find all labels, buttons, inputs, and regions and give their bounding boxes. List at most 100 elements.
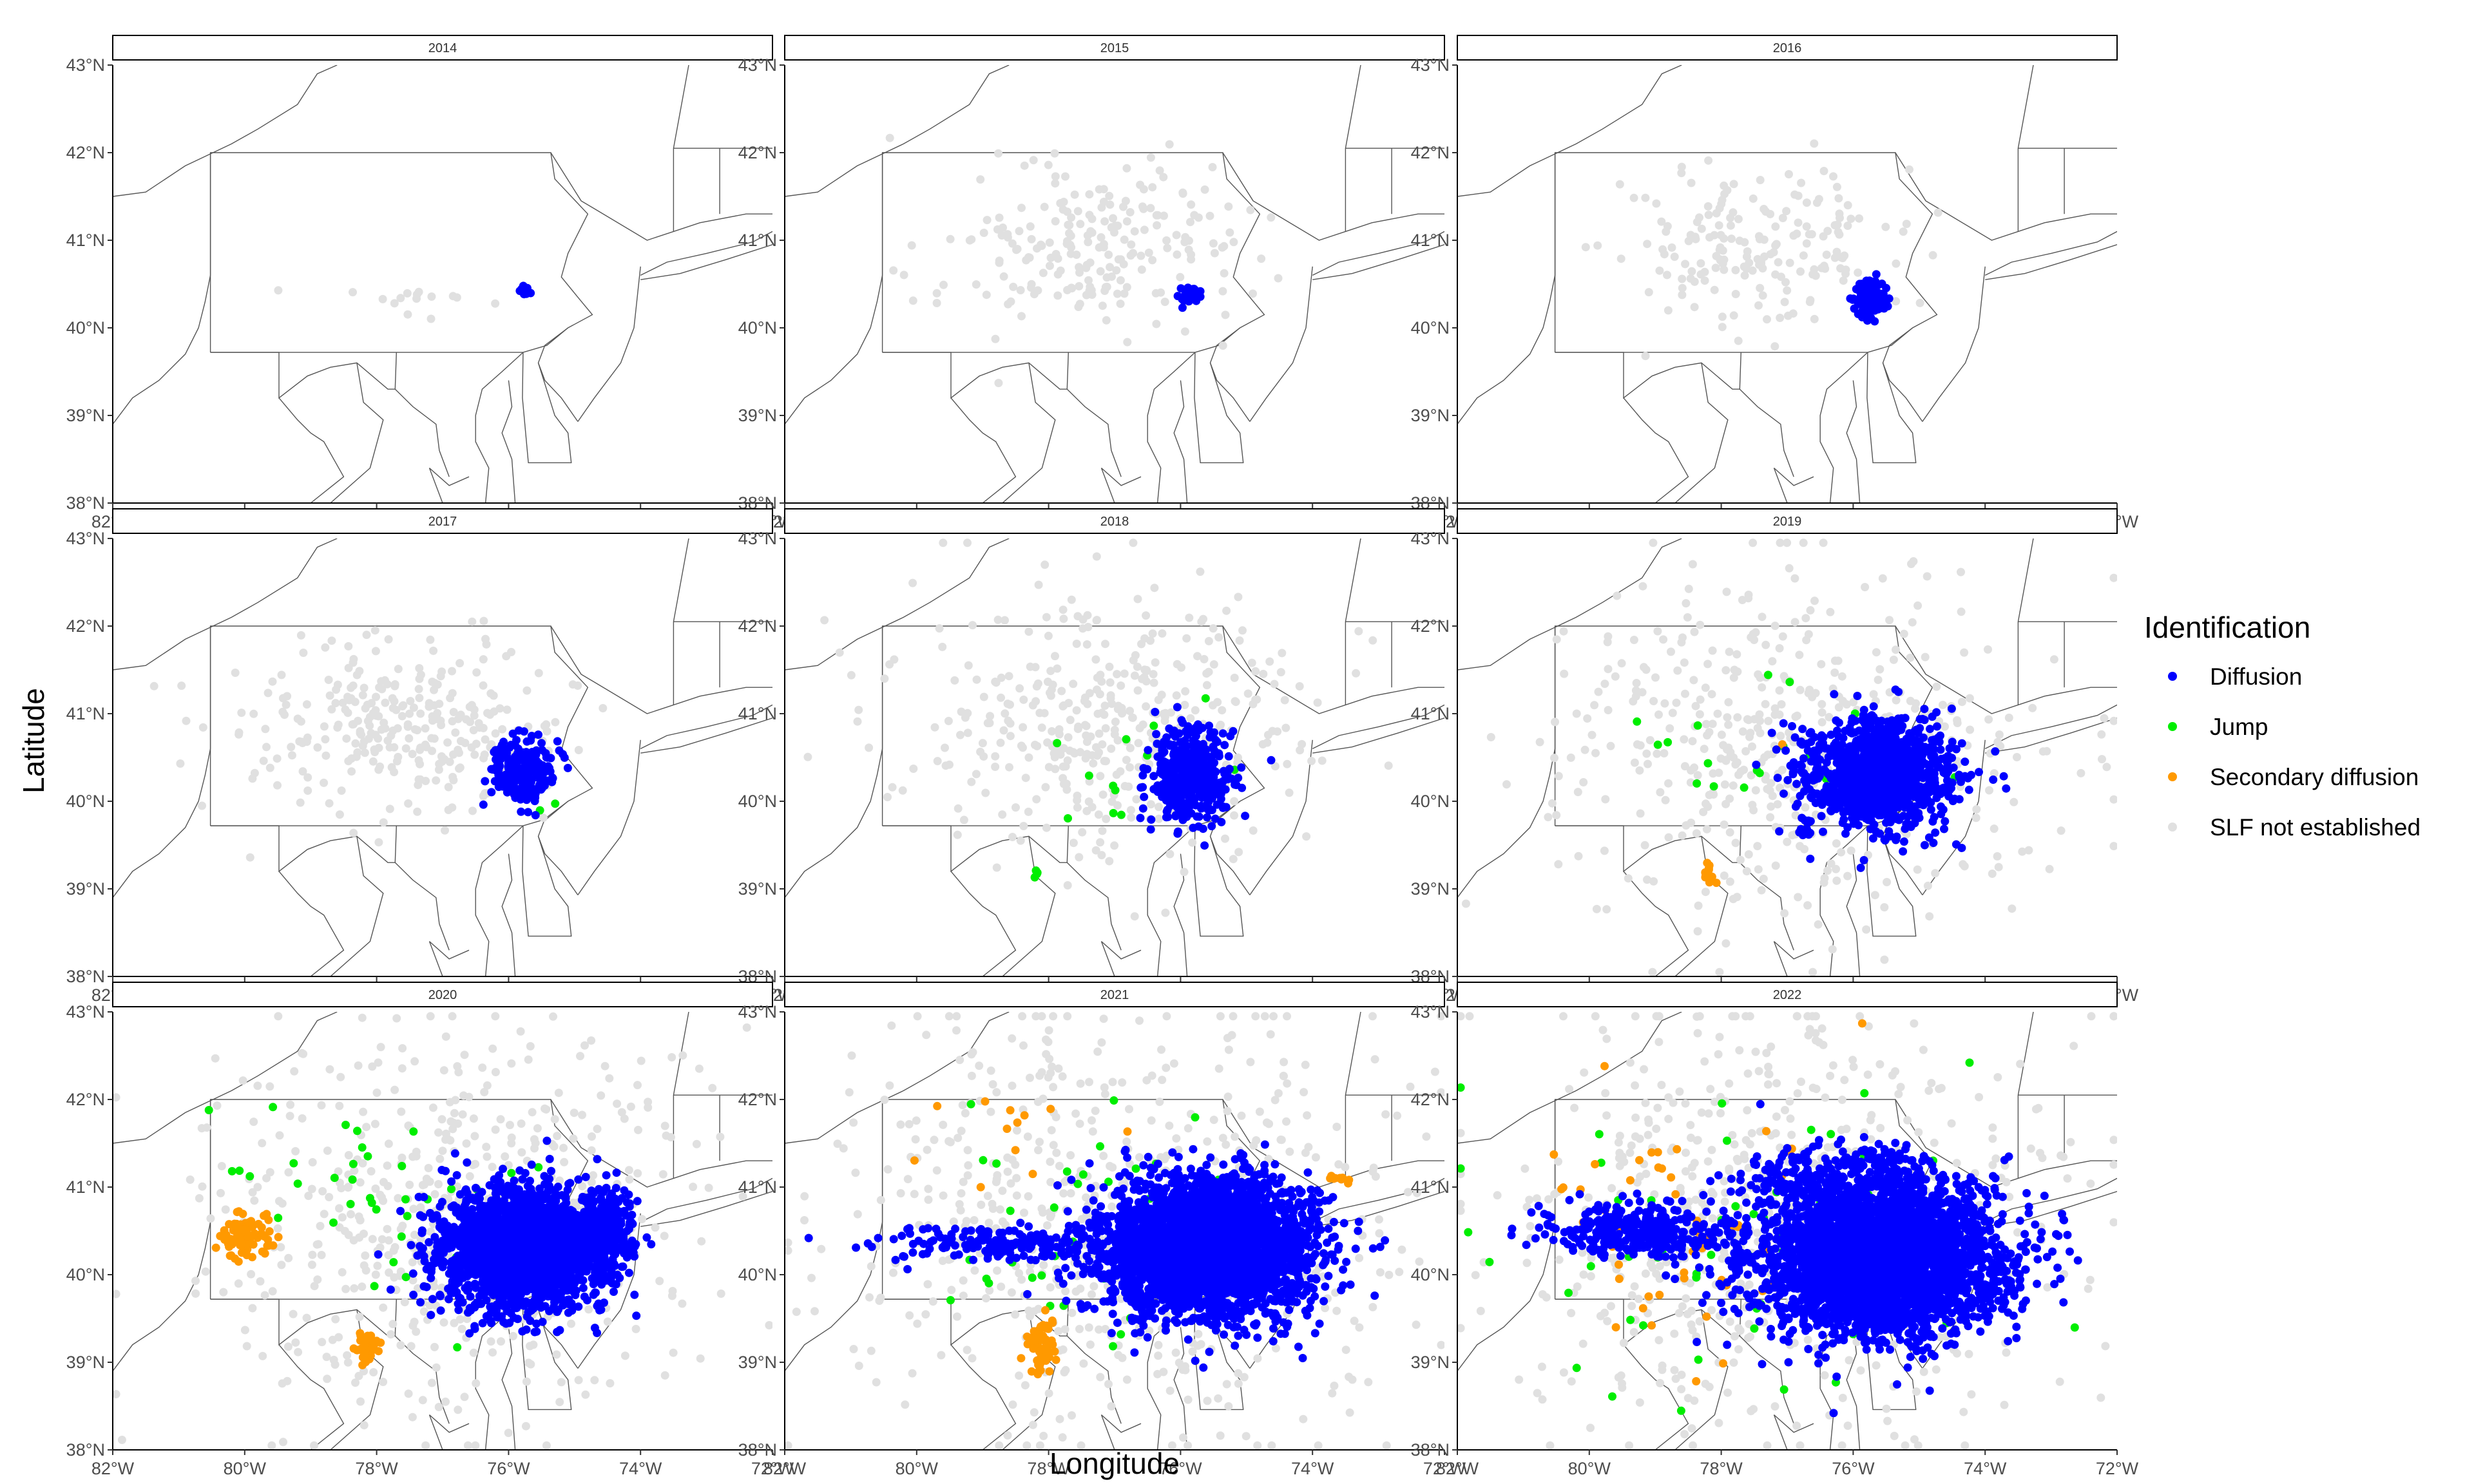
- data-point: [360, 748, 369, 757]
- data-point: [390, 768, 399, 777]
- data-point: [1176, 272, 1185, 281]
- data-point: [1140, 225, 1149, 234]
- data-point: [488, 1163, 497, 1172]
- data-point: [405, 734, 414, 743]
- data-point: [1814, 920, 1823, 929]
- data-point: [356, 1397, 365, 1406]
- data-point: [1105, 191, 1114, 200]
- data-point: [533, 1124, 542, 1133]
- data-point: [443, 738, 452, 747]
- data-point: [633, 1169, 642, 1178]
- series-jump: [1030, 694, 1239, 882]
- data-point: [1720, 820, 1729, 829]
- data-point: [1796, 760, 1805, 769]
- data-point: [527, 732, 536, 741]
- data-point: [1670, 252, 1679, 262]
- data-point: [1200, 841, 1209, 850]
- map-boundary: [1985, 718, 2117, 754]
- data-point: [1863, 316, 1872, 325]
- data-point: [1683, 613, 1692, 622]
- data-point: [678, 1299, 687, 1308]
- data-point: [1703, 859, 1712, 868]
- data-point: [1017, 312, 1026, 321]
- data-point: [1642, 665, 1651, 674]
- data-point: [1187, 250, 1196, 259]
- data-point: [508, 1331, 517, 1340]
- data-point: [1713, 709, 1722, 718]
- data-point: [1771, 222, 1780, 231]
- data-point: [835, 648, 844, 657]
- data-point: [284, 1168, 293, 1177]
- data-point: [1799, 538, 1808, 547]
- data-point: [1817, 263, 1826, 272]
- data-point: [1099, 243, 1108, 252]
- map-boundary: [1312, 244, 1444, 280]
- data-point: [1024, 807, 1033, 816]
- data-point: [369, 709, 378, 718]
- data-point: [1616, 254, 1625, 263]
- data-point: [1630, 758, 1639, 767]
- map-boundary: [1739, 352, 1794, 477]
- data-point: [1915, 715, 1924, 724]
- data-point: [519, 748, 528, 757]
- data-point: [524, 1055, 533, 1064]
- data-point: [1995, 730, 2004, 739]
- data-point: [1837, 848, 1846, 857]
- data-point: [176, 759, 185, 768]
- data-point: [355, 667, 364, 676]
- data-point: [344, 642, 353, 651]
- data-point: [998, 810, 1007, 819]
- data-point: [479, 616, 488, 625]
- data-point: [1644, 288, 1653, 297]
- y-tick-label: 41°N: [738, 704, 777, 723]
- data-point: [217, 1162, 226, 1170]
- data-point: [1187, 200, 1196, 209]
- data-point: [1632, 679, 1641, 687]
- data-point: [1218, 287, 1227, 296]
- data-point: [378, 294, 387, 303]
- data-point: [455, 764, 463, 773]
- data-point: [1207, 806, 1216, 815]
- data-point: [1861, 583, 1870, 591]
- data-point: [689, 1183, 698, 1192]
- data-point: [600, 1061, 609, 1070]
- data-point: [1750, 636, 1759, 644]
- data-point: [1006, 732, 1015, 741]
- data-point: [1964, 785, 1973, 794]
- data-point: [1952, 745, 1961, 754]
- map-boundary: [210, 825, 396, 873]
- data-point: [367, 1199, 376, 1207]
- data-point: [1159, 173, 1168, 182]
- data-point: [1949, 763, 1958, 772]
- data-point: [434, 1180, 443, 1188]
- data-point: [1149, 721, 1158, 730]
- data-point: [1085, 211, 1094, 220]
- data-point: [1988, 870, 1997, 878]
- data-point: [1180, 327, 1189, 336]
- data-point: [211, 1243, 220, 1252]
- data-point: [1606, 741, 1615, 750]
- data-point: [1953, 719, 1962, 727]
- data-point: [1122, 756, 1131, 765]
- data-point: [2042, 747, 2051, 756]
- data-point: [1092, 616, 1101, 625]
- data-point: [368, 1235, 377, 1244]
- data-point: [238, 1076, 247, 1085]
- data-point: [404, 799, 413, 808]
- series-diffusion: [515, 281, 535, 299]
- data-point: [1883, 794, 1892, 803]
- data-point: [1127, 813, 1136, 822]
- data-point: [581, 1390, 590, 1399]
- data-point: [198, 801, 206, 810]
- data-point: [667, 1291, 676, 1300]
- y-tick-label: 38°N: [66, 967, 105, 986]
- data-point: [1122, 283, 1131, 292]
- map-boundary: [1555, 352, 1740, 399]
- data-point: [1278, 649, 1287, 658]
- data-point: [444, 783, 453, 792]
- data-point: [1079, 624, 1088, 633]
- data-point: [1780, 298, 1789, 307]
- data-point: [820, 616, 829, 625]
- data-point: [651, 1223, 660, 1232]
- data-point: [1644, 759, 1652, 768]
